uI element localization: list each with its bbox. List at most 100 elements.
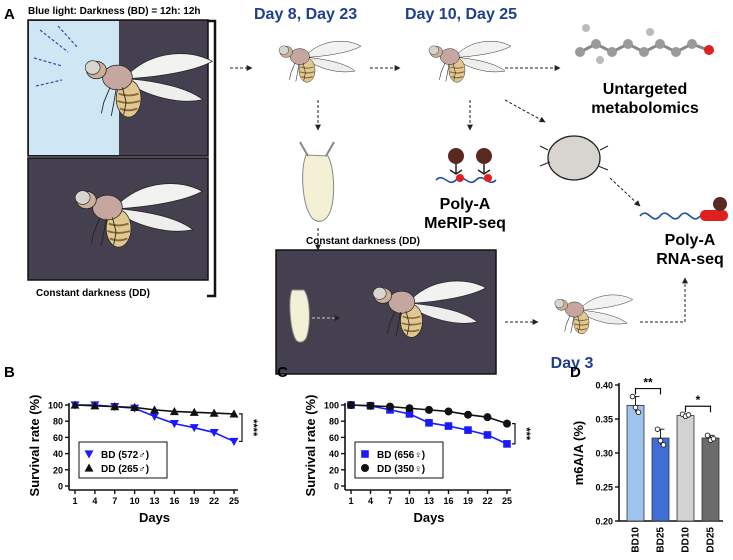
significance-label: ** [643,376,653,390]
data-point [150,412,159,421]
panel-a-letter: A [4,6,15,23]
data-point [189,407,199,416]
x-tick-label: 1 [348,496,353,506]
y-tick-label: 80 [329,417,339,427]
day-8-23-label: Day 8, Day 23 [254,6,357,23]
metabolomics-label-2: metabolomics [591,100,699,117]
significance-bracket [684,405,712,413]
x-tick-label: DD10 [681,527,692,553]
day-3-label: Day 3 [551,355,594,372]
legend-label: BD (572♂) [101,450,149,461]
panel-c-survival-chart: C 0 20 40 60 80 100 1 4 7 10 13 16 19 22 25 Survival ra… [277,364,532,525]
significance-label: **** [247,419,259,437]
panel-b-survival-chart: B 0 20 40 60 80 100 1 4 7 10 13 16 19 22 25 Survival ra… [4,364,259,525]
dd-condition-label: Constant darkness (DD) [36,288,150,299]
rnaseq-label-2: RNA-seq [656,251,724,268]
y-axis-title: Survival rate (%) [303,395,318,497]
x-tick-label: 19 [189,496,199,506]
data-point [405,404,414,413]
x-tick-label: 19 [463,496,473,506]
data-point [366,401,375,410]
data-point [229,409,239,418]
constant-darkness-image [275,249,497,375]
x-tick-label: 4 [368,496,373,506]
merip-label-1: Poly-A [440,196,491,213]
day-10-25-label: Day 10, Day 25 [405,6,517,23]
data-point [483,431,492,439]
data-point [347,401,355,409]
data-point [444,407,453,416]
fly-day10-icon [428,40,512,83]
pupa-icon [299,141,335,222]
x-tick-label: 22 [482,496,492,506]
legend-label: DD (350♀) [377,464,425,475]
y-tick-label: 0.20 [595,517,613,527]
bar [626,404,645,522]
significance-label: * [696,393,701,407]
x-tick-label: 7 [387,496,392,506]
data-point [425,419,433,427]
replicate-point [657,438,664,444]
data-point [209,408,219,417]
merip-antibody-icon [435,148,497,184]
y-tick-label: 0.25 [595,483,613,493]
y-tick-label: 0.30 [595,449,613,459]
data-point [503,419,511,428]
legend-marker [361,464,369,472]
x-tick-label: 22 [209,496,219,506]
data-point [130,402,140,412]
bd-fly-image [27,19,214,157]
data-point [464,410,472,419]
significance-label: *** [520,427,532,441]
legend-box [78,441,168,479]
y-tick-label: 100 [324,401,339,411]
x-tick-label: 13 [149,496,159,506]
significance-bracket [512,423,516,445]
metabolite-molecule-icon [575,24,714,64]
replicate-point [635,409,642,415]
legend-marker [84,463,94,472]
x-tick-label: 25 [229,496,239,506]
panel-d-letter: D [570,364,581,381]
fly-day8-icon [278,40,362,83]
x-tick-label: 10 [130,496,140,506]
data-point [444,422,453,430]
x-tick-label: 16 [169,496,179,506]
replicate-point [710,435,717,442]
y-tick-label: 60 [329,433,339,443]
x-tick-label: 13 [424,496,434,506]
y-tick-label: 80 [53,417,63,427]
y-tick-label: 20 [53,465,63,475]
data-point [70,400,80,409]
data-point [386,402,394,411]
data-point [90,401,100,410]
bar [651,437,670,522]
x-tick-label: 25 [502,496,512,506]
data-point [405,410,414,418]
replicate-point [629,393,636,400]
metabolomics-label-1: Untargeted [603,81,687,98]
x-tick-label: 16 [443,496,453,506]
x-tick-label: DD25 [706,527,717,553]
data-point [169,420,179,429]
data-point [189,424,199,433]
fly-day3-icon [554,294,634,335]
replicate-point [685,412,692,418]
y-tick-label: 40 [53,449,63,459]
panel-b-letter: B [4,364,15,381]
y-tick-label: 100 [48,401,63,411]
replicate-point [704,432,711,439]
panel-d-bar-chart: D 0.20 0.25 0.30 0.35 0.40 m6A/A (%) BD10 BD25 D… [570,364,723,553]
y-tick-label: 0 [334,482,339,492]
x-axis-title: Days [139,510,170,525]
x-tick-label: 4 [92,496,97,506]
x-tick-label: 10 [404,496,414,506]
polya-rna-icon [639,197,728,221]
data-point [209,428,219,438]
x-tick-label: BD25 [656,527,667,553]
data-point [169,406,179,416]
y-tick-label: 40 [329,449,339,459]
data-point [150,405,159,414]
bar [676,415,695,522]
legend-label: BD (656♀) [377,450,425,461]
